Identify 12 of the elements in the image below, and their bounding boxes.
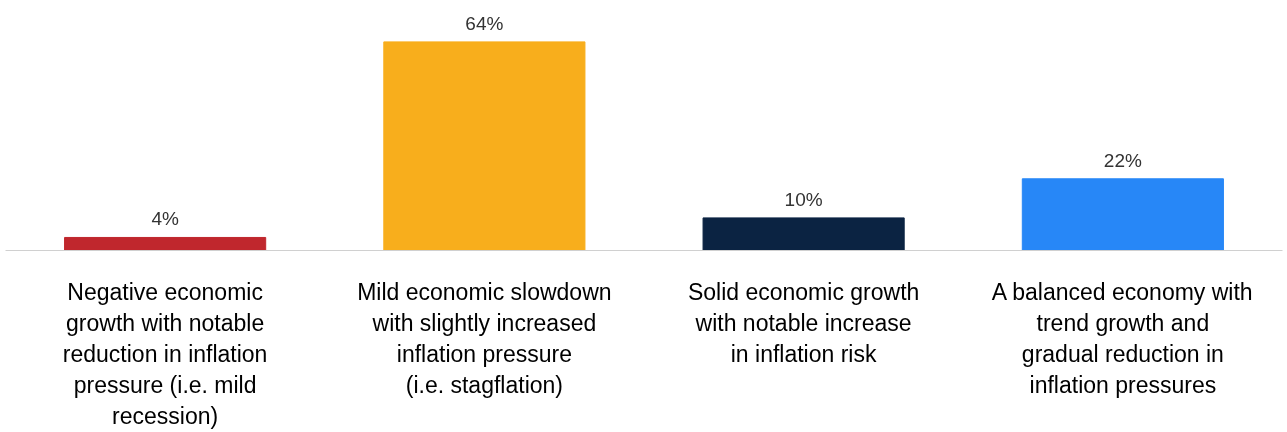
bar	[1021, 178, 1224, 251]
data-label: 4%	[151, 208, 179, 230]
data-label: 22%	[1103, 149, 1142, 171]
data-label: 64%	[465, 12, 504, 34]
x-tick-label: Negative economic growth with notable reduction in inflation pressure (i.e. mild recession)	[62, 278, 268, 430]
data-label: 10%	[784, 188, 823, 210]
bar	[702, 217, 905, 251]
bar	[64, 236, 267, 251]
bar	[383, 41, 586, 251]
x-tick-label: A balanced economy with trend growth and gradual reduction in inflation pressures	[991, 278, 1253, 399]
x-tick-label: Mild economic slowdown with slightly increased inflation pressure (i.e. stagflation)	[357, 278, 612, 399]
x-tick-label: Solid economic growth with notable increase in inflation risk	[687, 278, 920, 367]
